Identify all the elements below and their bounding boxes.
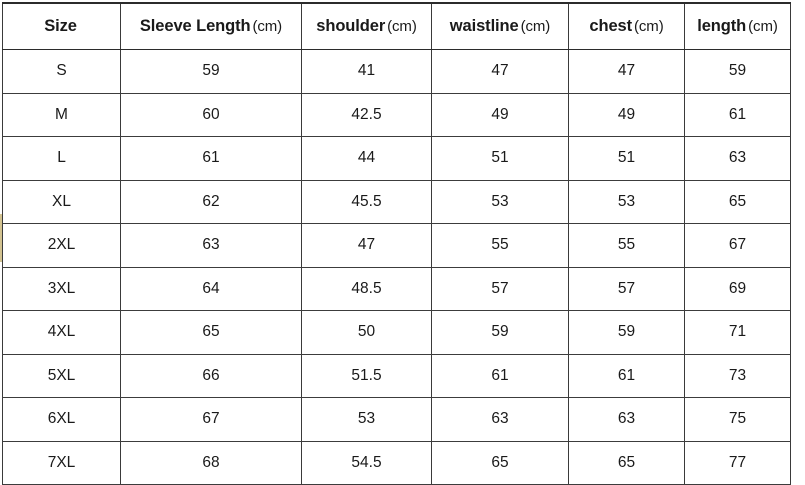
column-header-waistline-unit: (cm) [520,18,551,35]
cell-length: 69 [684,266,791,311]
cell-chest: 53 [568,179,685,224]
cell-size: L [2,136,121,181]
cell-shoulder: 45.5 [301,179,432,224]
cell-sleeve: 59 [120,49,302,94]
column-header-chest-label: chest [589,17,632,35]
cell-chest: 59 [568,310,685,355]
cell-size: M [2,92,121,137]
cell-waistline: 55 [431,223,569,268]
cell-shoulder: 50 [301,310,432,355]
cell-shoulder: 53 [301,397,432,442]
column-header-chest-unit: (cm) [634,18,664,35]
cell-shoulder: 42.5 [301,92,432,137]
cell-chest: 57 [568,266,685,311]
cell-chest: 49 [568,92,685,137]
cell-length: 73 [684,353,791,398]
cell-length: 67 [684,223,791,268]
column-header-waistline: waistline (cm) [431,2,569,50]
column-header-length-label: length [697,17,747,35]
table-row: L 61 44 51 51 63 [2,136,791,181]
cell-waistline: 51 [431,136,569,181]
cell-length: 63 [684,136,791,181]
cell-chest: 51 [568,136,685,181]
table-row: 2XL 63 47 55 55 67 [2,223,791,268]
cell-sleeve: 67 [120,397,302,442]
cell-size: 3XL [2,266,121,311]
cell-waistline: 63 [431,397,569,442]
cell-length: 77 [684,440,791,485]
column-header-shoulder-unit: (cm) [387,18,417,35]
cell-waistline: 61 [431,353,569,398]
cell-waistline: 47 [431,49,569,94]
table-row: S 59 41 47 47 59 [2,49,791,94]
column-header-shoulder-label: shoulder [316,17,386,35]
table-row: 4XL 65 50 59 59 71 [2,310,791,355]
cell-size: XL [2,179,121,224]
table-row: XL 62 45.5 53 53 65 [2,179,791,224]
cell-shoulder: 54.5 [301,440,432,485]
cell-sleeve: 66 [120,353,302,398]
cell-length: 71 [684,310,791,355]
cell-waistline: 49 [431,92,569,137]
cell-size: 4XL [2,310,121,355]
table-body: S 59 41 47 47 59 M 60 42.5 49 49 61 L 61… [2,49,791,485]
cell-length: 75 [684,397,791,442]
column-header-size-label: Size [44,17,77,35]
left-edge-artifact [0,214,2,262]
cell-waistline: 59 [431,310,569,355]
cell-chest: 63 [568,397,685,442]
cell-waistline: 57 [431,266,569,311]
column-header-shoulder: shoulder (cm) [301,2,432,50]
column-header-sleeve-length-label: Sleeve Length [139,17,251,35]
column-header-sleeve-length-unit: (cm) [252,18,283,35]
cell-sleeve: 68 [120,440,302,485]
table-row: 6XL 67 53 63 63 75 [2,397,791,442]
cell-shoulder: 51.5 [301,353,432,398]
column-header-length: length (cm) [684,2,791,50]
table-row: M 60 42.5 49 49 61 [2,92,791,137]
cell-waistline: 53 [431,179,569,224]
table-header: Size Sleeve Length (cm) shoulder (cm) wais… [2,2,791,50]
cell-length: 65 [684,179,791,224]
cell-length: 61 [684,92,791,137]
size-chart-table: Size Sleeve Length (cm) shoulder (cm) wais… [2,2,791,485]
column-header-size: Size [2,2,121,50]
column-header-chest: chest (cm) [568,2,685,50]
cell-sleeve: 60 [120,92,302,137]
cell-size: 5XL [2,353,121,398]
size-chart-container: Size Sleeve Length (cm) shoulder (cm) wais… [0,2,791,485]
cell-sleeve: 65 [120,310,302,355]
table-row: 5XL 66 51.5 61 61 73 [2,353,791,398]
cell-chest: 55 [568,223,685,268]
cell-sleeve: 61 [120,136,302,181]
cell-chest: 61 [568,353,685,398]
table-row: 7XL 68 54.5 65 65 77 [2,440,791,485]
cell-waistline: 65 [431,440,569,485]
cell-size: 6XL [2,397,121,442]
cell-length: 59 [684,49,791,94]
table-row: 3XL 64 48.5 57 57 69 [2,266,791,311]
cell-shoulder: 47 [301,223,432,268]
cell-sleeve: 64 [120,266,302,311]
cell-size: 2XL [2,223,121,268]
cell-sleeve: 63 [120,223,302,268]
cell-sleeve: 62 [120,179,302,224]
column-header-sleeve-length: Sleeve Length (cm) [120,2,302,50]
cell-shoulder: 41 [301,49,432,94]
column-header-length-unit: (cm) [748,18,778,35]
column-header-waistline-label: waistline [449,17,519,35]
cell-size: 7XL [2,440,121,485]
cell-size: S [2,49,121,94]
cell-chest: 47 [568,49,685,94]
cell-chest: 65 [568,440,685,485]
table-header-row: Size Sleeve Length (cm) shoulder (cm) wais… [2,2,791,50]
cell-shoulder: 48.5 [301,266,432,311]
cell-shoulder: 44 [301,136,432,181]
